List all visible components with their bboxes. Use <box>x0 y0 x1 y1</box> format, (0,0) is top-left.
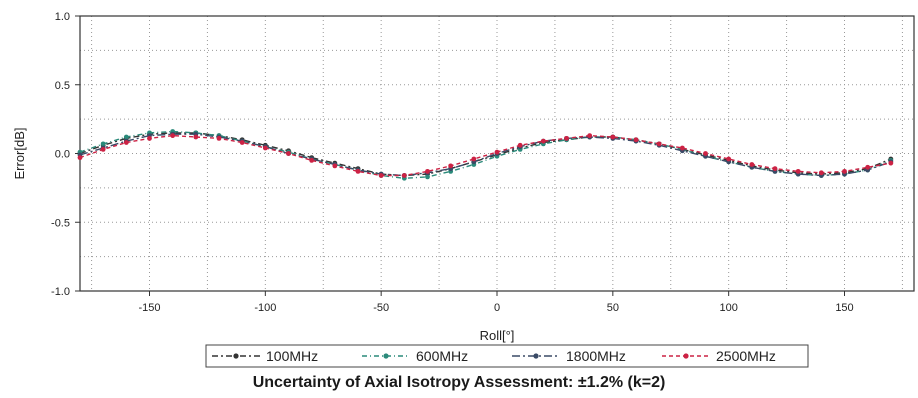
data-point <box>888 160 894 166</box>
y-tick-label: -0.5 <box>51 217 70 229</box>
data-point <box>425 174 430 180</box>
legend-label: 100MHz <box>266 348 318 364</box>
data-point <box>818 170 824 176</box>
y-tick-label: 0.0 <box>55 149 70 161</box>
data-point <box>355 168 361 174</box>
data-point <box>425 168 430 174</box>
y-tick-label: -1.0 <box>51 286 70 298</box>
data-point <box>147 135 152 141</box>
legend-marker <box>383 353 389 359</box>
data-point <box>587 133 593 139</box>
data-point <box>633 137 639 143</box>
data-point <box>170 133 176 139</box>
data-point <box>703 151 708 156</box>
legend-label: 2500MHz <box>716 348 776 364</box>
series-line <box>79 134 891 177</box>
data-point <box>494 149 500 155</box>
legend-label: 600MHz <box>416 348 468 364</box>
data-point <box>448 163 454 169</box>
chart: -150 -100 -50 0 50 100 150 -1.0 -0.5 0.0 0.5 1.0 Ro… <box>12 11 915 368</box>
x-tick-label: -150 <box>138 302 160 314</box>
ticks: -150 -100 -50 0 50 100 150 -1.0 -0.5 0.0 0.5 1.0 <box>51 11 854 314</box>
legend-marker <box>533 353 539 359</box>
data-point <box>100 146 106 152</box>
legend-box <box>205 344 809 368</box>
legend: 100MHz 600MHz 1800MHz 2500MHz <box>205 344 809 368</box>
data-point <box>123 134 129 140</box>
legend-marker <box>683 353 689 359</box>
legend-label: 1800MHz <box>566 348 626 364</box>
data-point <box>679 145 685 151</box>
data-point <box>772 166 778 172</box>
data-point <box>517 142 523 148</box>
data-point <box>564 135 569 141</box>
data-point <box>726 156 732 162</box>
series-layer <box>77 129 894 181</box>
y-tick-label: 0.5 <box>55 80 70 92</box>
data-point <box>842 168 847 174</box>
x-axis-label: Roll[°] <box>480 328 515 343</box>
data-point <box>540 138 546 144</box>
x-tick-label: 0 <box>494 302 500 314</box>
series-line <box>79 132 892 177</box>
x-tick-label: 150 <box>835 302 853 314</box>
data-point <box>865 164 871 170</box>
series-2500MHz <box>77 133 894 178</box>
x-tick-label: -50 <box>373 302 389 314</box>
y-tick-label: 1.0 <box>55 11 70 23</box>
data-point <box>216 135 222 141</box>
caption: Uncertainty of Axial Isotropy Assessment… <box>252 374 666 391</box>
data-point <box>123 140 129 145</box>
y-axis-label: Error[dB] <box>12 127 27 179</box>
data-point <box>610 134 616 140</box>
data-point <box>262 145 268 151</box>
x-tick-label: -100 <box>254 302 276 314</box>
data-point <box>795 168 801 174</box>
data-point <box>656 141 662 147</box>
data-point <box>378 173 384 178</box>
data-point <box>77 155 83 161</box>
data-point <box>100 141 106 147</box>
data-point <box>286 151 291 156</box>
data-point <box>749 162 755 167</box>
x-tick-label: 50 <box>607 302 619 314</box>
data-point <box>401 173 407 178</box>
data-point <box>239 140 245 145</box>
legend-marker <box>233 353 239 359</box>
data-point <box>332 163 338 169</box>
data-point <box>309 157 315 163</box>
data-point <box>193 134 199 140</box>
data-point <box>471 156 477 162</box>
series-line <box>79 133 892 177</box>
x-tick-label: 100 <box>719 302 737 314</box>
